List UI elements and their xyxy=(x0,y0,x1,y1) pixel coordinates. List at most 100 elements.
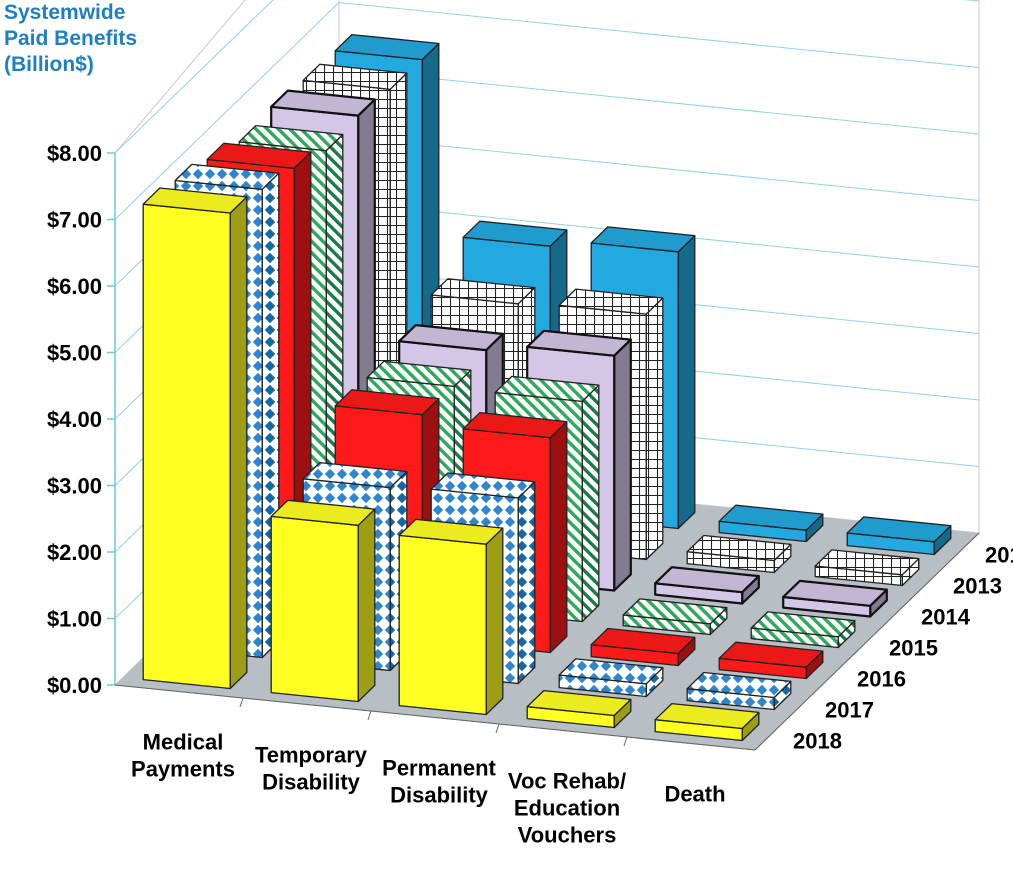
x-tick-label: Voc Rehab/Education Vouchers xyxy=(508,769,626,848)
bar-2015-4 xyxy=(622,598,728,636)
series-label-2017: 2017 xyxy=(825,698,874,723)
bar-top xyxy=(334,33,440,61)
bar-top xyxy=(558,658,664,685)
bar-2018-2 xyxy=(270,499,376,703)
x-tick-label: Death xyxy=(664,782,725,807)
bar-side xyxy=(485,527,504,716)
bar-top xyxy=(398,518,504,545)
bar-side xyxy=(229,196,248,690)
series-label-2013: 2013 xyxy=(953,574,1002,599)
bar-2013-4 xyxy=(686,534,792,574)
bar-2018-4 xyxy=(526,689,632,729)
axis-labels: $0.00 $1.00 $2.00 $3.00 $4.00 $5.00 $6.00 $7.00… xyxy=(47,141,1013,848)
bar-2012-4 xyxy=(718,504,824,543)
bar-top xyxy=(686,534,792,562)
y-tick-label: $2.00 xyxy=(47,540,102,565)
bar-top xyxy=(462,220,568,247)
bar-side xyxy=(581,384,600,623)
series-label-2012: 2012 xyxy=(985,543,1013,568)
bar-top xyxy=(430,472,536,499)
bars xyxy=(142,33,952,742)
x-tick-label: Medical Payments xyxy=(131,730,235,782)
bar-2016-5 xyxy=(718,641,824,680)
bar-side xyxy=(549,420,568,654)
x-axis-line xyxy=(114,684,756,751)
bar-top xyxy=(366,360,472,388)
bar-top xyxy=(462,412,568,439)
y-axis-title-line-1: Systemwide xyxy=(4,1,126,24)
gridline-8 xyxy=(114,0,980,154)
bar-2014-4 xyxy=(654,566,760,605)
series-label-2016: 2016 xyxy=(857,667,906,692)
bar-top xyxy=(238,124,344,152)
bar-front xyxy=(398,534,487,716)
bar-2018-5 xyxy=(654,702,760,742)
y-tick-label: $0.00 xyxy=(47,673,102,698)
x-tick-mark xyxy=(623,736,628,747)
bar-2017-4 xyxy=(558,658,664,698)
bar-2012-5 xyxy=(846,516,952,556)
bar-top xyxy=(750,611,856,638)
bar-side xyxy=(613,338,632,592)
bar-2014-5 xyxy=(782,579,888,618)
bar-top xyxy=(494,375,600,403)
bar-top xyxy=(718,504,824,531)
bar-top xyxy=(174,163,280,190)
bar-side xyxy=(357,508,376,703)
bar-top xyxy=(686,671,792,699)
bar-top xyxy=(270,499,376,526)
bar-side xyxy=(677,235,696,530)
bar-top xyxy=(302,461,408,489)
x-tick-mark xyxy=(367,710,372,721)
x-tick-mark xyxy=(239,697,244,708)
bar-2013-5 xyxy=(814,549,920,587)
y-axis-title-line-2: Paid Benefits xyxy=(4,27,138,50)
bar-front xyxy=(142,203,231,690)
y-tick-label: $1.00 xyxy=(47,607,102,632)
y-tick-label: $7.00 xyxy=(47,208,102,233)
y-axis-title-line-3: (Billion$) xyxy=(4,53,94,76)
bar-top xyxy=(398,324,504,352)
x-tick-label: Permanent Disability xyxy=(382,756,496,808)
series-label-2018: 2018 xyxy=(793,729,842,754)
bar-top xyxy=(622,598,728,625)
series-label-2014: 2014 xyxy=(921,605,971,630)
bar-top xyxy=(526,689,632,717)
series-label-2015: 2015 xyxy=(889,636,938,661)
bar-2017-5 xyxy=(686,671,792,711)
bar-side xyxy=(517,481,536,685)
depth-axis-line xyxy=(754,532,980,751)
bar-top xyxy=(270,89,376,117)
bar-top xyxy=(558,288,664,315)
bar-2018-1 xyxy=(142,187,248,690)
bar-top xyxy=(590,627,696,655)
y-tick-label: $5.00 xyxy=(47,341,102,366)
x-tick-mark xyxy=(495,723,500,734)
x-tick-label: Temporary Disability xyxy=(255,743,368,795)
bar-2015-5 xyxy=(750,611,856,649)
bar-2018-3 xyxy=(398,518,504,716)
y-tick-label: $8.00 xyxy=(47,141,102,166)
bar-top xyxy=(814,549,920,576)
bar-top xyxy=(590,226,696,253)
bar-front xyxy=(270,515,359,703)
y-tick-label: $3.00 xyxy=(47,474,102,499)
bar-top xyxy=(206,142,312,169)
bar-top xyxy=(302,63,408,90)
bar-top xyxy=(142,187,248,214)
bar-top xyxy=(782,579,888,607)
gridline-7 xyxy=(114,1,980,220)
y-tick-label: $4.00 xyxy=(47,407,102,432)
y-tick-label: $6.00 xyxy=(47,274,102,299)
bar-top xyxy=(526,329,632,357)
bar-top xyxy=(846,516,952,543)
bar-side xyxy=(645,297,664,561)
bar-top xyxy=(718,641,824,668)
bar-top xyxy=(334,389,440,416)
y-axis-title: Systemwide Paid Benefits (Billion$) xyxy=(4,0,137,78)
bar-top xyxy=(654,702,760,730)
bar-2016-4 xyxy=(590,627,696,667)
bar-top xyxy=(654,566,760,594)
bar-top xyxy=(430,278,536,305)
